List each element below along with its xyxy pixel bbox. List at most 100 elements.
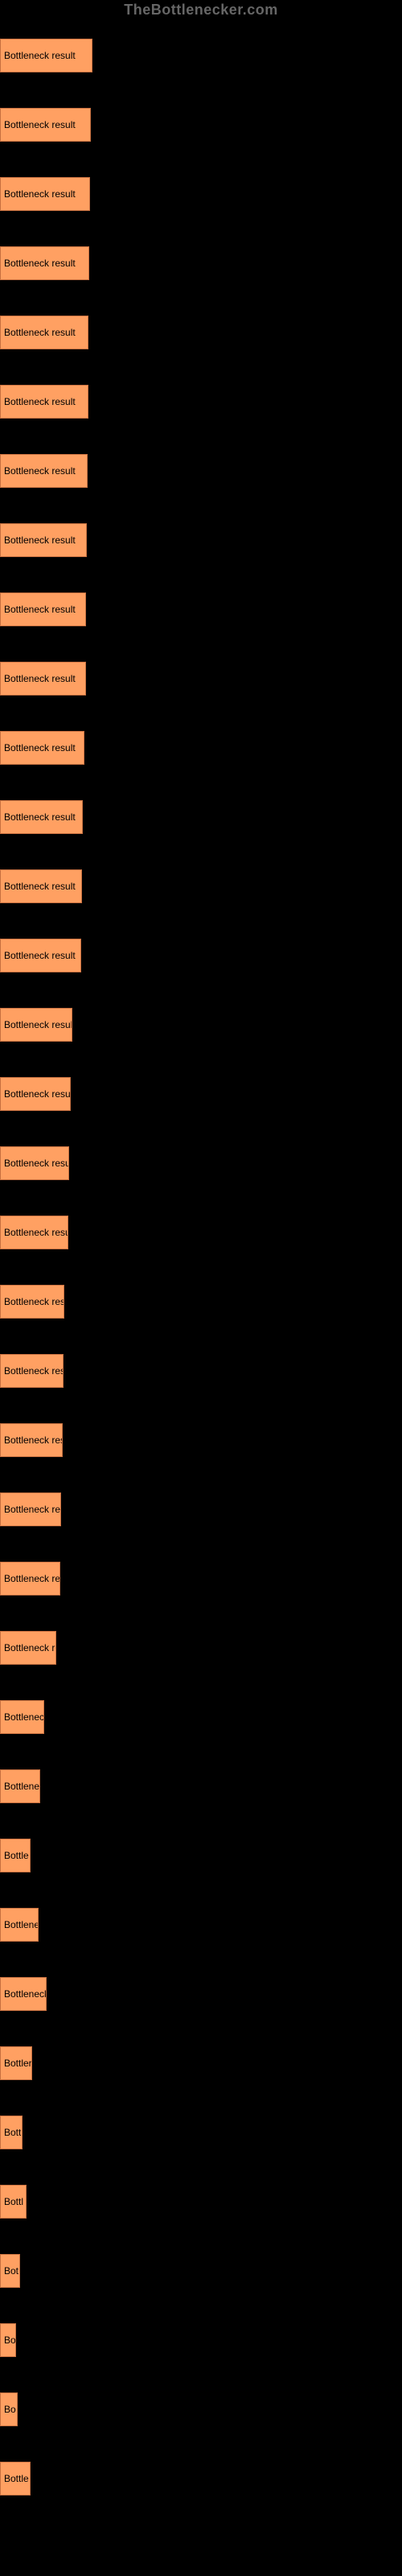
bar-label: Bottleneck result <box>4 811 76 823</box>
bar-label: Bottleneck resul <box>4 1435 62 1446</box>
bar-row: Bottleneck res <box>0 1547 402 1597</box>
chart-bar: Bottleneck result <box>0 1008 72 1042</box>
bar-label: Bottleneck result <box>4 1504 60 1515</box>
bar-row: Bottleneck result <box>0 93 402 143</box>
bar-row: Bottle <box>0 1824 402 1874</box>
bar-label: Bottleneck result <box>4 673 76 684</box>
bar-row: Bottleneck result <box>0 1340 402 1389</box>
bar-label: Bottle <box>4 2473 29 2484</box>
bar-label: Bottleneck res <box>4 1573 59 1584</box>
chart-container: Bottleneck result Bottleneck result Bottle… <box>0 24 402 2497</box>
bar-row: Bottl <box>0 2170 402 2220</box>
chart-bar: Bot <box>0 2254 20 2288</box>
chart-bar: Bo <box>0 2392 18 2426</box>
bar-row: Bottleneck result <box>0 647 402 697</box>
chart-bar: Bottleneck result <box>0 662 86 696</box>
chart-bar: Bottlene <box>0 1769 40 1803</box>
bar-label: Bo <box>4 2334 15 2346</box>
chart-bar: Bottleneck result <box>0 1492 61 1526</box>
chart-bar: Bottleneck result <box>0 1216 68 1249</box>
chart-bar: Bottleneck result <box>0 869 82 903</box>
chart-bar: Bottleneck resul <box>0 1423 63 1457</box>
bar-row: Bott <box>0 2101 402 2151</box>
bar-label: Bottleneck result <box>4 1642 55 1653</box>
chart-bar: Bottleneck result <box>0 592 86 626</box>
chart-bar: Bottleneck result <box>0 800 83 834</box>
bar-row: Bottleneck result <box>0 786 402 836</box>
bar-label: Bottleneck <box>4 1988 46 2000</box>
bar-row: Bottleneck result <box>0 24 402 74</box>
chart-bar: Bottlenec <box>0 1700 44 1734</box>
bar-row: Bottlenec <box>0 1686 402 1736</box>
chart-bar: Bottleneck result <box>0 1077 71 1111</box>
bar-label: Bottleneck result <box>4 742 76 753</box>
bar-label: Bottler <box>4 2058 31 2069</box>
bar-row: Bottleneck resul <box>0 1409 402 1459</box>
chart-bar: Bottl <box>0 2185 27 2219</box>
chart-bar: Bottleneck result <box>0 1631 56 1665</box>
bar-row: Bottleneck result <box>0 163 402 213</box>
bar-row: Bo <box>0 2309 402 2359</box>
bar-label: Bottl <box>4 2196 23 2207</box>
bar-row: Bottleneck result <box>0 1132 402 1182</box>
bar-label: Bottleneck result <box>4 119 76 130</box>
chart-bar: Bottleneck result <box>0 246 89 280</box>
chart-bar: Bottleneck res <box>0 1285 64 1319</box>
bar-label: Bottleneck result <box>4 1019 72 1030</box>
bar-label: Bo <box>4 2404 16 2415</box>
bar-label: Bottleneck result <box>4 327 76 338</box>
bar-label: Bot <box>4 2265 18 2277</box>
chart-bar: Bottleneck result <box>0 177 90 211</box>
bar-row: Bottleneck result <box>0 716 402 766</box>
chart-bar: Bottleneck result <box>0 1354 64 1388</box>
bar-row: Bottleneck result <box>0 993 402 1043</box>
bar-label: Bottleneck result <box>4 950 76 961</box>
chart-bar: Bottleneck result <box>0 108 91 142</box>
bar-row: Bottleneck res <box>0 1270 402 1320</box>
chart-bar: Bottleneck <box>0 1977 47 2011</box>
bar-label: Bottlenec <box>4 1711 43 1723</box>
bar-row: Bottleneck result <box>0 1201 402 1251</box>
bar-label: Bottlene <box>4 1919 38 1930</box>
bar-row: Bottleneck result <box>0 1616 402 1666</box>
bar-label: Bottleneck result <box>4 535 76 546</box>
chart-bar: Bottlene <box>0 1908 39 1942</box>
bar-row: Bottleneck result <box>0 232 402 282</box>
bar-label: Bottle <box>4 1850 29 1861</box>
bar-row: Bot <box>0 2240 402 2289</box>
bar-row: Bottleneck result <box>0 301 402 351</box>
bar-row: Bottleneck result <box>0 578 402 628</box>
bar-label: Bottleneck result <box>4 881 76 892</box>
bar-label: Bottleneck result <box>4 604 76 615</box>
bar-label: Bottleneck result <box>4 50 76 61</box>
chart-bar: Bottleneck result <box>0 1146 69 1180</box>
bar-row: Bottleneck result <box>0 440 402 489</box>
bar-label: Bottleneck result <box>4 1088 70 1100</box>
bar-row: Bottleneck <box>0 1963 402 2013</box>
chart-bar: Bottler <box>0 2046 32 2080</box>
bar-row: Bottleneck result <box>0 855 402 905</box>
bar-label: Bottleneck result <box>4 258 76 269</box>
bar-row: Bottleneck result <box>0 924 402 974</box>
bar-row: Bottleneck result <box>0 370 402 420</box>
chart-bar: Bottleneck result <box>0 454 88 488</box>
bar-row: Bottleneck result <box>0 1063 402 1113</box>
bar-label: Bottleneck result <box>4 465 76 477</box>
chart-bar: Bo <box>0 2323 16 2357</box>
bar-row: Bottlene <box>0 1755 402 1805</box>
chart-bar: Bottle <box>0 1839 31 1872</box>
chart-bar: Bottle <box>0 2462 31 2496</box>
bar-row: Bottler <box>0 2032 402 2082</box>
chart-bar: Bottleneck result <box>0 731 84 765</box>
bar-row: Bottleneck result <box>0 1478 402 1528</box>
chart-bar: Bottleneck result <box>0 316 88 349</box>
chart-bar: Bottleneck result <box>0 939 81 972</box>
watermark-text: TheBottlenecker.com <box>124 2 278 19</box>
bar-row: Bottle <box>0 2447 402 2497</box>
bar-label: Bottlene <box>4 1781 39 1792</box>
bar-row: Bottleneck result <box>0 509 402 559</box>
chart-bar: Bottleneck result <box>0 39 92 72</box>
bar-label: Bott <box>4 2127 21 2138</box>
chart-bar: Bottleneck res <box>0 1562 60 1596</box>
bar-label: Bottleneck result <box>4 1365 63 1377</box>
